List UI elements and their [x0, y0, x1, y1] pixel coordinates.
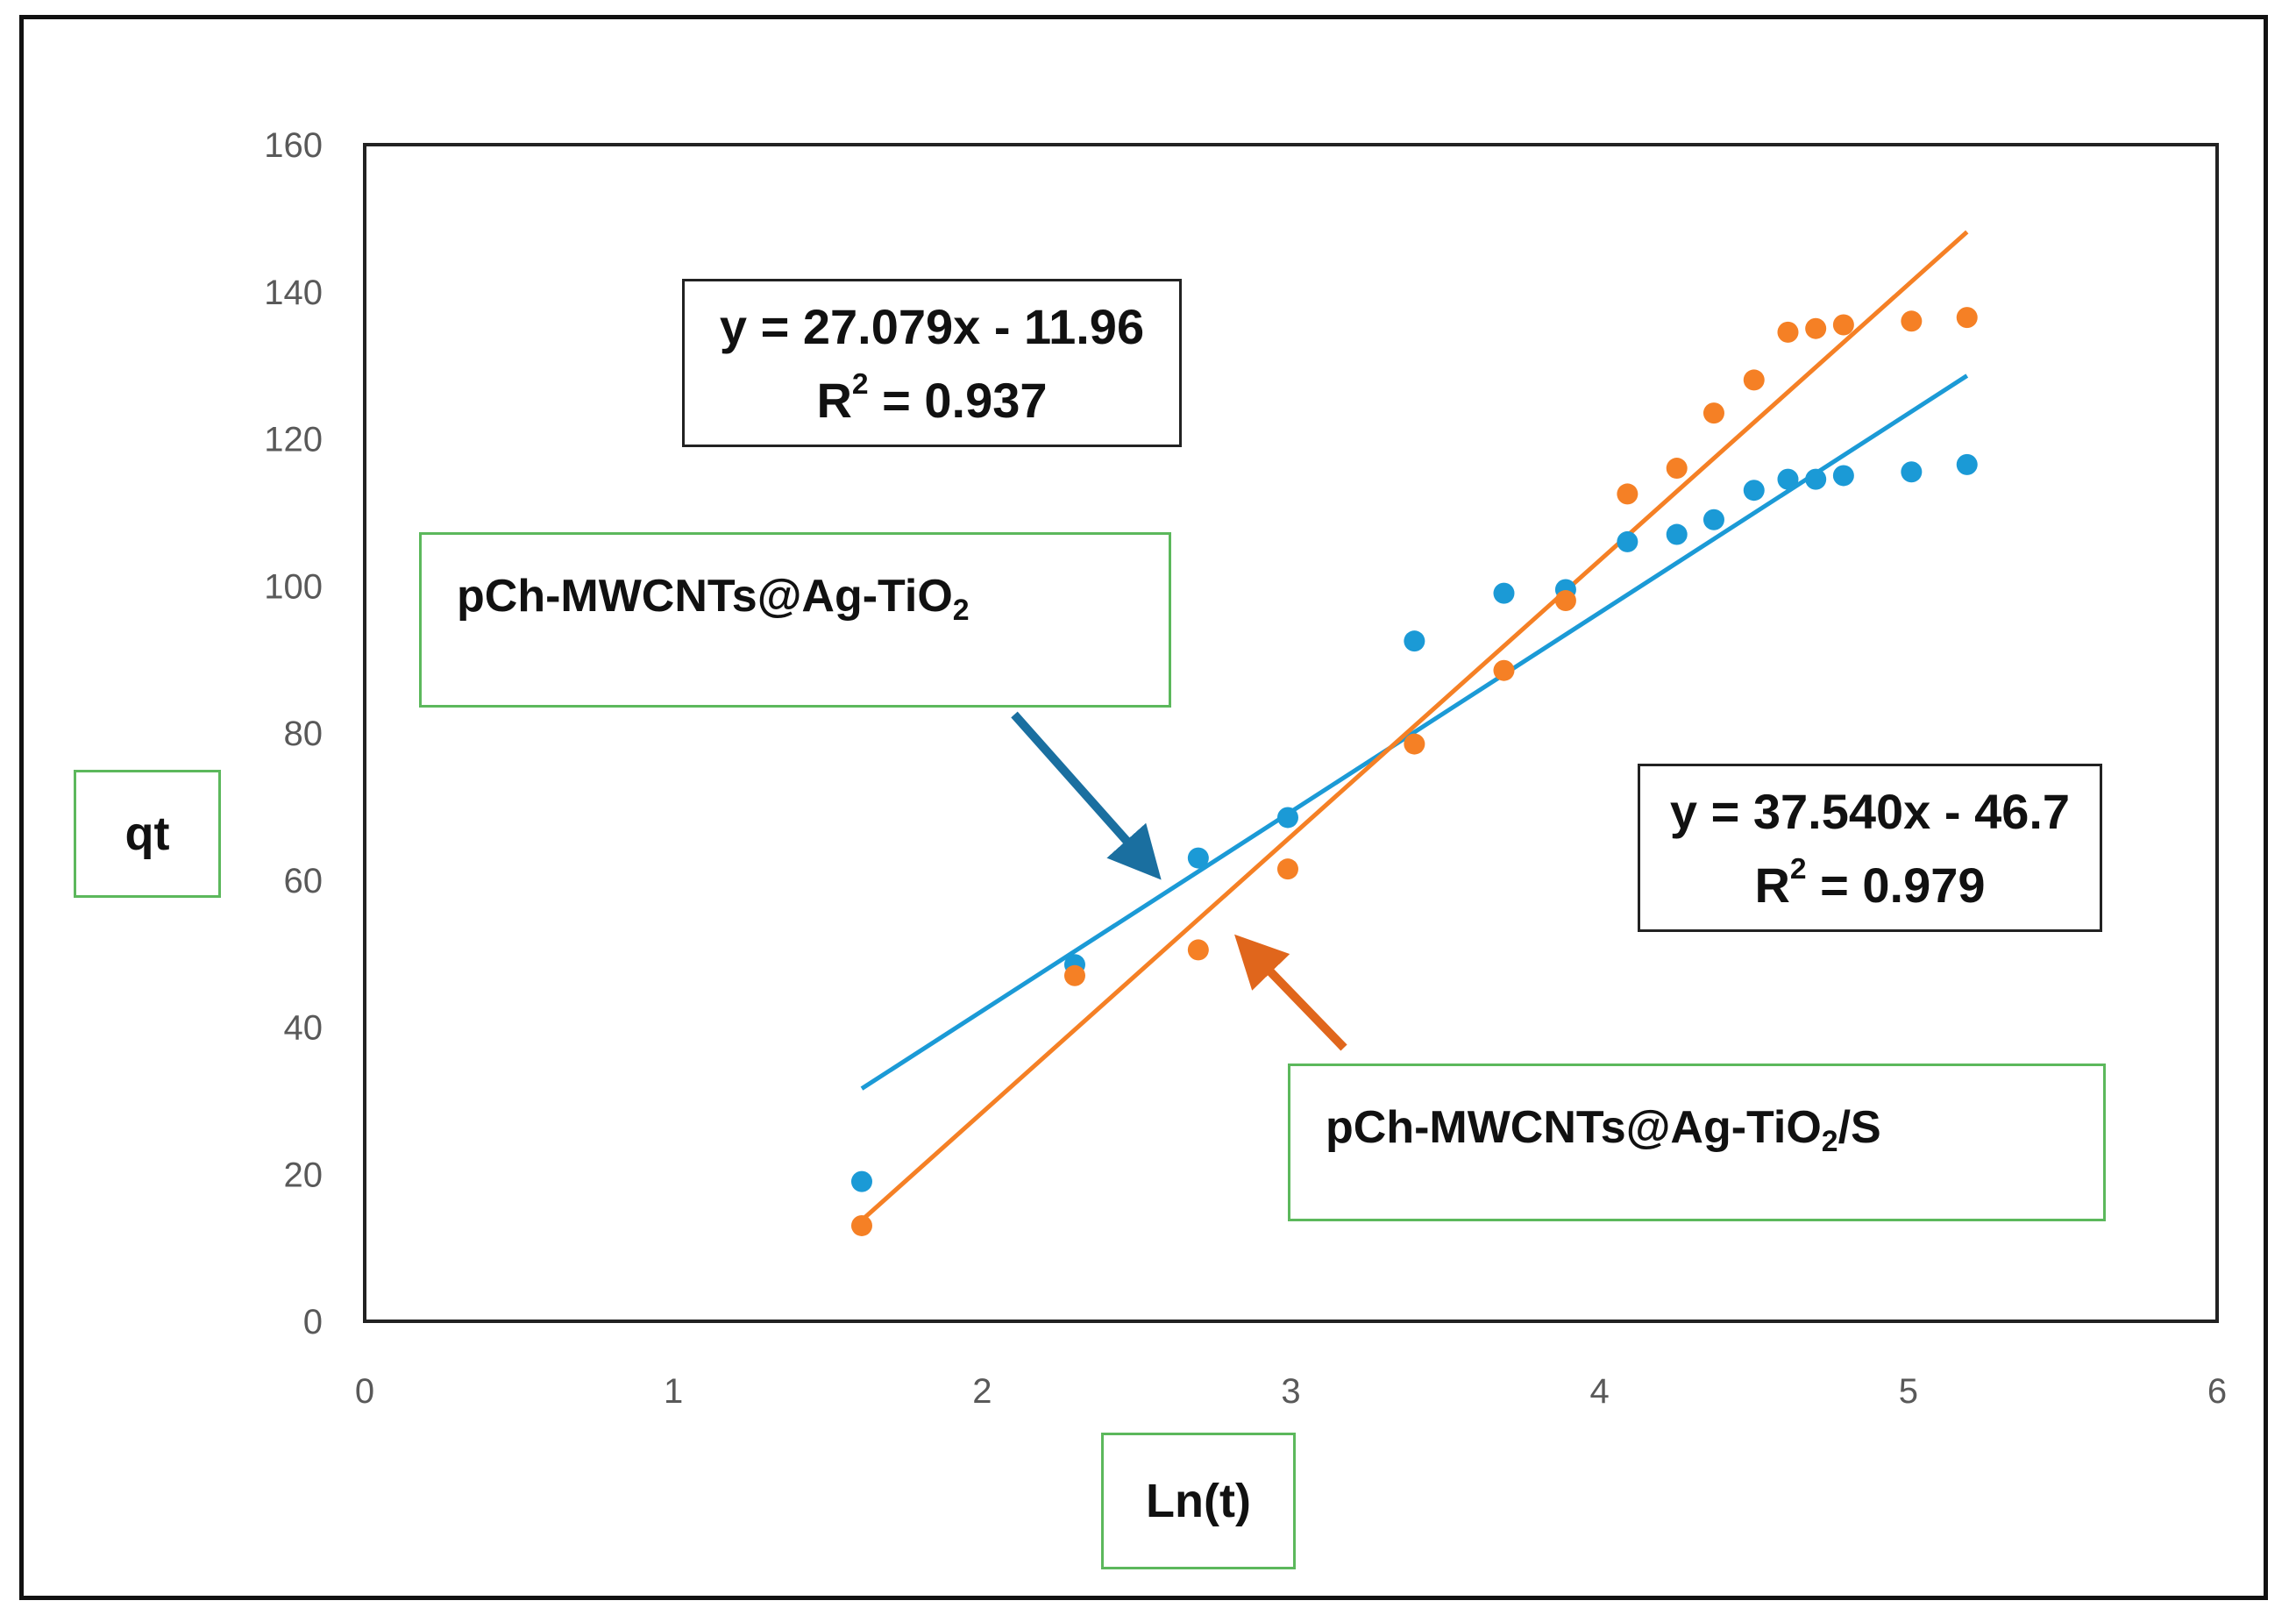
data-point-blue: [1404, 630, 1425, 652]
y-tick-label: 140: [264, 274, 323, 312]
data-point-orange: [1063, 964, 1085, 986]
x-tick-label: 2: [972, 1372, 992, 1411]
data-point-blue: [1901, 461, 1923, 483]
data-point-orange: [850, 1214, 872, 1236]
series-label-orange: pCh-MWCNTs@Ag-TiO2/S: [1326, 1102, 1881, 1159]
x-tick-label: 4: [1590, 1372, 1610, 1411]
series-label-box-blue: pCh-MWCNTs@Ag-TiO2: [419, 532, 1171, 708]
x-tick-label: 5: [1899, 1372, 1918, 1411]
r-squared-blue: R2 = 0.937: [816, 368, 1048, 428]
x-tick-label: 1: [664, 1372, 683, 1411]
data-point-blue: [1777, 468, 1799, 490]
data-point-blue: [1617, 530, 1638, 552]
data-point-orange: [1617, 483, 1638, 505]
data-point-blue: [1276, 807, 1298, 829]
y-tick-label: 120: [264, 421, 323, 459]
data-point-orange: [1832, 314, 1854, 336]
x-axis-ticks: 0 1 2 3 4 5 6: [355, 1372, 2227, 1411]
x-tick-label: 3: [1281, 1372, 1300, 1411]
series-label-blue: pCh-MWCNTs@Ag-TiO2: [457, 571, 970, 628]
data-point-blue: [1666, 523, 1688, 545]
data-point-orange: [1956, 307, 1978, 329]
data-point-orange: [1187, 939, 1209, 961]
data-point-orange: [1702, 402, 1724, 424]
r-squared-orange: R2 = 0.979: [1754, 853, 1986, 913]
data-point-orange: [1554, 590, 1576, 612]
x-axis-label: Ln(t): [1101, 1433, 1296, 1569]
data-point-blue: [1493, 582, 1515, 604]
data-point-blue: [1743, 480, 1765, 502]
equation-text-blue: y = 27.079x - 11.96: [719, 299, 1145, 354]
x-tick-label: 6: [2207, 1372, 2227, 1411]
y-tick-label: 40: [284, 1009, 323, 1048]
blue-callout-arrow: [1011, 711, 1162, 880]
figure-frame: [19, 15, 2268, 1600]
data-point-blue: [1805, 468, 1827, 490]
data-point-blue: [1702, 509, 1724, 530]
data-point-orange: [1404, 733, 1425, 755]
data-point-blue: [1187, 847, 1209, 869]
y-tick-label: 20: [284, 1156, 323, 1194]
trendline-orange: [860, 230, 1969, 1222]
y-tick-label: 80: [284, 715, 323, 753]
data-points: [850, 307, 1978, 1236]
y-axis-label: qt: [74, 770, 221, 898]
y-tick-label: 160: [264, 126, 323, 165]
trendline-blue: [860, 373, 1969, 1091]
y-tick-label: 100: [264, 567, 323, 606]
y-tick-label: 0: [303, 1303, 323, 1341]
data-point-orange: [1666, 458, 1688, 480]
equation-box-orange: y = 37.540x - 46.7 R2 = 0.979: [1638, 764, 2102, 932]
data-point-orange: [1493, 659, 1515, 681]
data-point-orange: [1743, 369, 1765, 391]
trendlines: [860, 230, 1969, 1222]
equation-text-orange: y = 37.540x - 46.7: [1669, 784, 2071, 839]
data-point-orange: [1777, 321, 1799, 343]
data-point-blue: [1956, 453, 1978, 475]
orange-callout-arrow: [1234, 934, 1347, 1051]
data-point-orange: [1805, 317, 1827, 339]
equation-box-blue: y = 27.079x - 11.96 R2 = 0.937: [682, 279, 1182, 447]
y-axis-ticks: 0 20 40 60 80 100 120 140 160: [264, 126, 323, 1341]
data-point-orange: [1276, 858, 1298, 880]
x-tick-label: 0: [355, 1372, 374, 1411]
series-label-box-orange: pCh-MWCNTs@Ag-TiO2/S: [1288, 1064, 2106, 1221]
data-point-orange: [1901, 310, 1923, 332]
plot-area: [363, 143, 2219, 1323]
data-point-blue: [1832, 465, 1854, 487]
y-tick-label: 60: [284, 862, 323, 900]
data-point-blue: [850, 1170, 872, 1192]
